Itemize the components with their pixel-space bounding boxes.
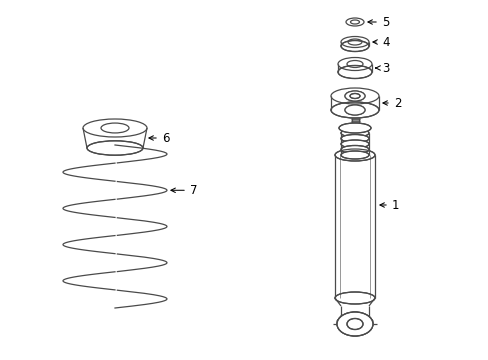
Ellipse shape bbox=[338, 123, 370, 133]
Text: 4: 4 bbox=[381, 36, 389, 49]
Text: 6: 6 bbox=[162, 131, 169, 144]
Ellipse shape bbox=[345, 105, 364, 115]
Ellipse shape bbox=[340, 135, 368, 143]
Ellipse shape bbox=[87, 141, 142, 155]
Ellipse shape bbox=[330, 102, 378, 118]
Text: 5: 5 bbox=[381, 15, 388, 28]
Ellipse shape bbox=[336, 312, 372, 336]
Ellipse shape bbox=[349, 94, 359, 99]
Ellipse shape bbox=[345, 91, 364, 101]
Ellipse shape bbox=[340, 145, 368, 153]
Text: 1: 1 bbox=[391, 198, 399, 212]
Ellipse shape bbox=[346, 319, 362, 329]
Ellipse shape bbox=[340, 140, 368, 148]
Ellipse shape bbox=[336, 312, 372, 336]
Ellipse shape bbox=[340, 129, 368, 137]
Ellipse shape bbox=[334, 292, 374, 304]
Text: 7: 7 bbox=[190, 184, 197, 197]
Text: 2: 2 bbox=[393, 96, 401, 109]
Ellipse shape bbox=[334, 149, 374, 161]
Text: 3: 3 bbox=[381, 62, 388, 75]
Ellipse shape bbox=[337, 66, 371, 78]
Ellipse shape bbox=[340, 40, 368, 51]
Ellipse shape bbox=[340, 151, 368, 159]
